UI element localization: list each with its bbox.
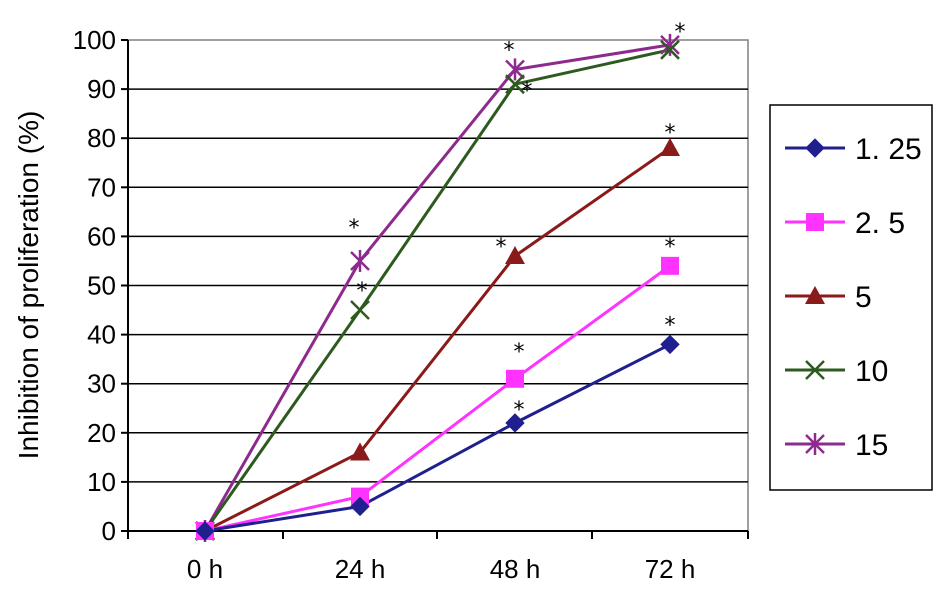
- y-tick-label: 80: [87, 123, 116, 153]
- y-tick-label: 0: [102, 516, 116, 546]
- data-point: [660, 39, 680, 60]
- legend-marker: [805, 360, 825, 380]
- data-point: [505, 74, 525, 95]
- gridlines: [128, 88, 748, 483]
- significance-asterisk: *: [665, 121, 676, 146]
- series-line: [204, 343, 671, 533]
- significance-annotations: * * * * * * * * * * *: [349, 20, 686, 423]
- significance-asterisk: *: [349, 216, 360, 241]
- significance-asterisk: *: [504, 38, 515, 63]
- significance-asterisk: *: [665, 235, 676, 260]
- x-axis-ticks: 0 h 24 h 48 h 72 h: [127, 531, 749, 584]
- x-tick-label: 24 h: [335, 554, 386, 584]
- data-point: [351, 487, 369, 506]
- series-lines: [203, 43, 671, 533]
- y-tick-label: 90: [87, 74, 116, 104]
- data-point: [506, 369, 524, 388]
- data-point: [660, 334, 680, 355]
- significance-asterisk: *: [514, 398, 525, 423]
- significance-asterisk: *: [514, 340, 525, 365]
- y-tick-label: 60: [87, 221, 116, 251]
- data-point: [350, 249, 370, 272]
- y-tick-label: 20: [87, 418, 116, 448]
- series-line: [204, 146, 671, 533]
- x-tick-label: 72 h: [645, 554, 696, 584]
- data-point: [350, 496, 370, 517]
- data-point: [661, 256, 679, 275]
- significance-asterisk: *: [357, 279, 368, 304]
- x-tick-label: 0 h: [187, 554, 223, 584]
- x-tick-label: 48 h: [490, 554, 541, 584]
- y-tick-label: 30: [87, 369, 116, 399]
- series-markers: [195, 33, 680, 542]
- legend-label: 1. 25: [855, 133, 922, 166]
- y-axis-title: Inhibition of proliferation (%): [13, 111, 44, 460]
- data-point: [660, 33, 680, 56]
- series-line: [203, 48, 671, 532]
- data-point: [660, 138, 680, 157]
- legend-marker: [805, 138, 825, 158]
- legend-entry: 1. 25: [785, 133, 922, 166]
- legend-label: 10: [855, 355, 888, 388]
- series-line: [203, 43, 671, 532]
- legend-entry: 2. 5: [785, 207, 905, 240]
- data-point: [505, 58, 525, 81]
- legend-label: 5: [855, 281, 872, 314]
- legend-marker: [805, 286, 825, 304]
- data-point: [350, 300, 370, 320]
- significance-asterisk: *: [496, 235, 507, 260]
- legend-marker: [806, 213, 824, 231]
- series-line: [204, 264, 671, 533]
- y-axis-ticks: 0 10 20 30 40 50 60 70 80 90 100: [73, 25, 128, 546]
- legend-entry: 5: [785, 281, 872, 314]
- data-point: [350, 442, 370, 461]
- significance-asterisk: *: [675, 20, 686, 45]
- data-point: [505, 413, 525, 433]
- significance-asterisk: *: [665, 313, 676, 338]
- legend-marker: [805, 433, 825, 455]
- data-point: [505, 246, 525, 265]
- y-tick-label: 100: [73, 25, 116, 55]
- data-point: [195, 521, 215, 541]
- y-tick-label: 70: [87, 172, 116, 202]
- y-tick-label: 50: [87, 271, 116, 301]
- y-tick-label: 40: [87, 320, 116, 350]
- legend-label: 15: [855, 429, 888, 462]
- legend: 1. 25 2. 5 5 10 15: [769, 104, 933, 491]
- legend-entry: 15: [785, 429, 888, 462]
- legend-label: 2. 5: [855, 207, 905, 240]
- legend-entry: 10: [785, 355, 888, 388]
- y-tick-label: 10: [87, 467, 116, 497]
- significance-asterisk: *: [522, 79, 533, 104]
